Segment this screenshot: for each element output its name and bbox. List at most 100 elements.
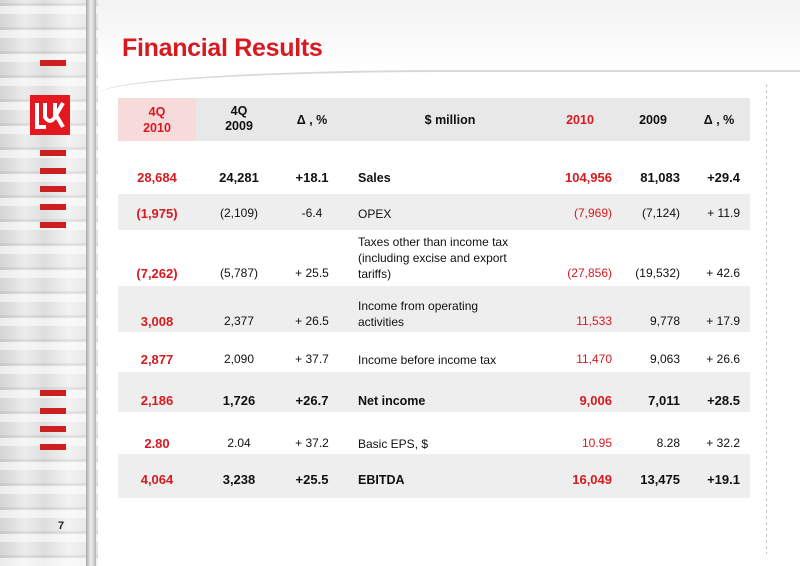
header-curve xyxy=(98,70,800,94)
cell-2010: 9,006 xyxy=(579,393,612,408)
red-dash xyxy=(40,60,66,66)
cell-label-line: tariffs) xyxy=(358,267,392,281)
cell-label-line: Net income xyxy=(358,394,426,408)
table-header-row: 4Q 2010 4Q 2009 Δ , % $ million 2010 200… xyxy=(118,98,750,141)
header-4q-2010-line2: 2010 xyxy=(143,121,171,135)
table-row: 28,684 24,281 +18.1 104,956 81,083 +29.4 Sales xyxy=(118,152,750,192)
red-dash xyxy=(40,168,66,174)
header-2009: 2009 xyxy=(639,113,667,127)
vertical-divider-bar xyxy=(86,0,96,566)
lukoil-logo-icon xyxy=(30,95,70,135)
red-dash xyxy=(40,204,66,210)
cell-delta-year: + 26.6 xyxy=(706,352,740,366)
cell-2009: (19,532) xyxy=(635,266,680,280)
cell-2010: 10.95 xyxy=(581,436,612,450)
cell-delta-year: +29.4 xyxy=(707,170,740,185)
cell-4q-2009: (2,109) xyxy=(219,206,259,220)
cell-delta-quarter: + 26.5 xyxy=(295,314,329,328)
table-row: 2,186 1,726 +26.7 9,006 7,011 +28.5 Net income xyxy=(118,372,750,412)
header-band xyxy=(98,0,800,82)
cell-delta-quarter: +26.7 xyxy=(295,393,329,408)
cell-label: Basic EPS, $ xyxy=(358,436,548,452)
cell-2009: 81,083 xyxy=(640,170,680,185)
cell-4q-2009: 2,090 xyxy=(223,352,255,366)
header-delta-quarter: Δ , % xyxy=(296,113,328,127)
cell-delta-year: + 32.2 xyxy=(706,436,740,450)
header-2010: 2010 xyxy=(566,113,594,127)
cell-4q-2010: 2,186 xyxy=(140,393,174,408)
cell-delta-quarter: -6.4 xyxy=(301,206,323,220)
table-row: (1,975) (2,109) -6.4 (7,969) (7,124) + 11.9 OP… xyxy=(118,194,750,230)
cell-delta-quarter: + 37.2 xyxy=(295,436,329,450)
cell-2009: 9,778 xyxy=(649,314,680,328)
header-highlight-4q-2010 xyxy=(118,98,196,141)
cell-delta-quarter: + 25.5 xyxy=(295,266,329,280)
cell-2010: (7,969) xyxy=(573,206,612,220)
cell-4q-2010: 4,064 xyxy=(140,472,174,487)
page-number: 7 xyxy=(58,520,65,532)
cell-2010: 11,533 xyxy=(576,314,612,328)
table-row: 2,877 2,090 + 37.7 11,470 9,063 + 26.6 Income … xyxy=(118,334,750,370)
cell-label-line: Income from operating xyxy=(358,299,479,313)
cell-4q-2010: 28,684 xyxy=(137,170,177,185)
cell-2009: (7,124) xyxy=(641,206,680,220)
red-dash xyxy=(40,444,66,450)
table-row: 4,064 3,238 +25.5 16,049 13,475 +19.1 EBITDA xyxy=(118,454,750,498)
cell-4q-2009: 3,238 xyxy=(222,472,256,487)
cell-label: OPEX xyxy=(358,206,548,222)
cell-2009: 8.28 xyxy=(656,436,680,450)
cell-label-line: Sales xyxy=(358,171,391,185)
cell-delta-year: + 17.9 xyxy=(706,314,740,328)
cell-4q-2009: 2,377 xyxy=(223,314,255,328)
table-row: 3,008 2,377 + 26.5 11,533 9,778 + 17.9 Income … xyxy=(118,286,750,332)
cell-label: Net income xyxy=(358,393,548,409)
red-dash xyxy=(40,150,66,156)
cell-label-line: (including excise and export xyxy=(358,251,507,265)
header-4q-2010-line1: 4Q xyxy=(148,105,166,119)
red-dash xyxy=(40,426,66,432)
cell-2009: 7,011 xyxy=(648,393,680,408)
cell-delta-quarter: +18.1 xyxy=(295,170,329,185)
right-dotted-line xyxy=(766,84,767,554)
cell-2010: 16,049 xyxy=(572,472,612,487)
cell-4q-2010: 2.80 xyxy=(144,436,170,451)
cell-4q-2009: 24,281 xyxy=(219,170,259,185)
cell-label-line: OPEX xyxy=(358,207,392,221)
cell-2010: 11,470 xyxy=(576,352,612,366)
cell-label-line: Taxes other than income tax xyxy=(358,235,509,249)
header-4q-2009-line2: 2009 xyxy=(225,119,253,133)
red-dash xyxy=(40,408,66,414)
header-delta-year: Δ , % xyxy=(703,113,735,127)
header-4q-2010: 4Q 2010 xyxy=(118,104,196,136)
cell-delta-year: + 42.6 xyxy=(706,266,740,280)
cell-label-line: activities xyxy=(358,315,405,329)
cell-label: Taxes other than income tax (including ex… xyxy=(358,234,548,282)
cell-label-line: Basic EPS, $ xyxy=(358,437,429,451)
header-4q-2009-line1: 4Q xyxy=(230,104,248,118)
cell-label-line: Income before income tax xyxy=(358,353,497,367)
cell-4q-2009: (5,787) xyxy=(219,266,259,280)
cell-delta-quarter: + 37.7 xyxy=(295,352,329,366)
header-4q-2009: 4Q 2009 xyxy=(202,104,276,134)
cell-label: Income before income tax xyxy=(358,352,548,368)
cell-2009: 9,063 xyxy=(649,352,680,366)
cell-4q-2009: 2.04 xyxy=(227,436,251,450)
financial-results-table: 4Q 2010 4Q 2009 Δ , % $ million 2010 200… xyxy=(118,98,750,500)
cell-4q-2010: 3,008 xyxy=(140,314,174,329)
cell-2009: 13,475 xyxy=(640,472,680,487)
cell-4q-2010: (7,262) xyxy=(136,266,178,281)
table-row: (7,262) (5,787) + 25.5 (27,856) (19,532) + 42… xyxy=(118,232,750,284)
cell-4q-2010: (1,975) xyxy=(136,206,178,221)
cell-4q-2009: 1,726 xyxy=(222,393,256,408)
cell-4q-2010: 2,877 xyxy=(140,352,174,367)
cell-delta-year: + 11.9 xyxy=(707,206,740,220)
cell-label: EBITDA xyxy=(358,472,548,488)
header-label: $ million xyxy=(424,113,476,127)
cell-label: Sales xyxy=(358,170,548,186)
cell-delta-quarter: +25.5 xyxy=(295,472,329,487)
cell-label-line: EBITDA xyxy=(358,473,405,487)
cell-label: Income from operating activities xyxy=(358,298,548,330)
cell-delta-year: +19.1 xyxy=(707,472,740,487)
cell-2010: (27,856) xyxy=(567,266,612,280)
